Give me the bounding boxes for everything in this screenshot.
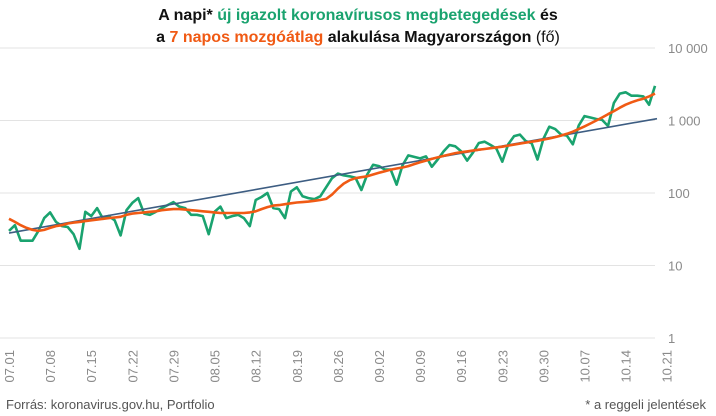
x-tick-label: 09.02 [372, 350, 387, 383]
y-tick-label: 10 [668, 259, 682, 274]
y-tick-label: 1 [668, 331, 675, 346]
series-line-daily [8, 85, 657, 251]
title-unit: (fő) [531, 29, 560, 46]
x-tick-label: 07.15 [84, 350, 99, 383]
y-tick-label: 100 [668, 186, 690, 201]
x-tick-label: 10.14 [619, 350, 634, 383]
title-text: a [156, 29, 170, 46]
series-line-moving-average [8, 92, 656, 233]
title-moving-average: 7 napos mozgóátlag [169, 29, 324, 46]
x-tick-label: 10.21 [660, 350, 675, 383]
footnote-text: * a reggeli jelentések [585, 397, 706, 412]
x-tick-label: 07.29 [166, 350, 181, 383]
x-tick-label: 09.09 [413, 350, 428, 383]
x-tick-label: 09.30 [536, 350, 551, 383]
x-tick-label: 08.05 [208, 350, 223, 383]
x-tick-label: 08.12 [249, 350, 264, 383]
chart-title-line-2: a 7 napos mozgóátlag alakulása Magyarors… [0, 27, 716, 49]
chart-title-line-1: A napi* új igazolt koronavírusos megbete… [0, 5, 716, 27]
title-daily-cases: új igazolt koronavírusos megbetegedések [217, 7, 536, 24]
y-tick-label: 1 000 [668, 114, 701, 129]
x-tick-label: 07.01 [2, 350, 17, 383]
x-tick-label: 10.07 [578, 350, 593, 383]
source-text: Forrás: koronavirus.gov.hu, Portfolio [6, 397, 215, 412]
title-text: és [535, 7, 558, 24]
x-tick-label: 08.26 [331, 350, 346, 383]
x-tick-label: 08.19 [290, 350, 305, 383]
title-text: A napi* [158, 7, 218, 24]
x-tick-label: 09.23 [495, 350, 510, 383]
y-tick-label: 10 000 [668, 41, 708, 56]
x-tick-label: 09.16 [454, 350, 469, 383]
x-tick-label: 07.08 [43, 350, 58, 383]
x-tick-label: 07.22 [125, 350, 140, 383]
title-text: alakulása Magyarországon [323, 29, 532, 46]
